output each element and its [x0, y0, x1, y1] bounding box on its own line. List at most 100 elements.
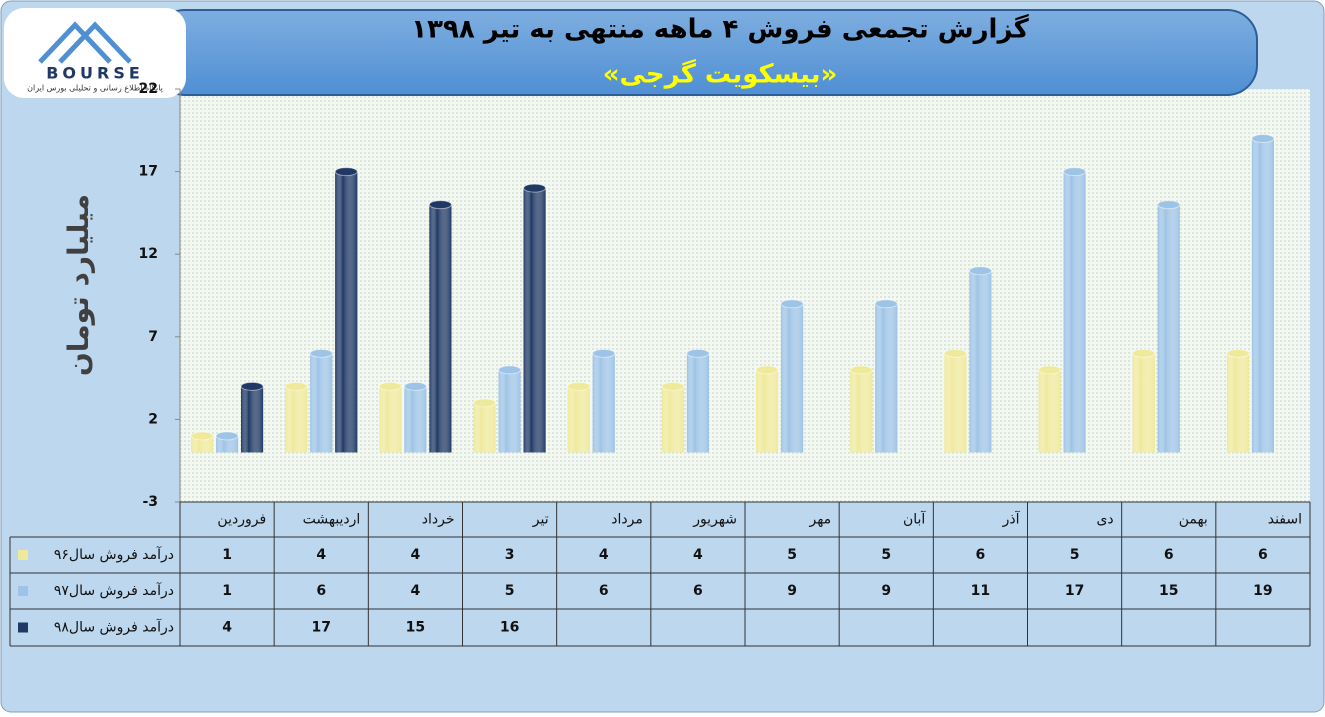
x-tick-label: اردیبهشت: [303, 512, 361, 528]
table-value: 6: [1164, 547, 1174, 563]
bar-shade: [1132, 353, 1155, 453]
table-value: 16: [500, 620, 519, 636]
x-tick-label: فروردین: [217, 512, 266, 528]
bar-shade: [473, 402, 496, 453]
bar-top: [592, 348, 616, 358]
chart-subtitle: «بیسکویت گرجی»: [603, 59, 838, 90]
table-value: 11: [971, 583, 990, 599]
bar-shade: [310, 353, 333, 453]
bar-shade: [498, 369, 521, 453]
x-tick-label: مهر: [808, 512, 831, 528]
bar-top: [378, 381, 402, 391]
bar-shade: [335, 171, 358, 453]
bar-shade: [523, 188, 546, 453]
bar-top: [686, 348, 710, 358]
x-tick-label: آذر: [1002, 511, 1021, 528]
bar-shade: [191, 435, 214, 453]
bar-shade: [661, 386, 684, 453]
table-value: 5: [1070, 547, 1080, 563]
bar-top: [428, 200, 452, 210]
table-value: 17: [1065, 583, 1084, 599]
legend-swatch: [18, 586, 28, 596]
bar-shade: [379, 386, 402, 453]
table-value: 4: [316, 547, 326, 563]
bar-top: [215, 431, 239, 441]
bar-shade: [756, 369, 779, 453]
table-value: 4: [411, 547, 421, 563]
bar-top: [849, 365, 873, 375]
bar-shade: [404, 386, 427, 453]
bar-top: [1063, 167, 1087, 177]
table-value: 5: [881, 547, 891, 563]
bar-top: [567, 381, 591, 391]
bar-top: [334, 167, 358, 177]
logo-name: BOURSE: [46, 64, 144, 83]
bar-top: [1226, 348, 1250, 358]
bar-shade: [969, 270, 992, 453]
table-value: 6: [693, 583, 703, 599]
bar-top: [943, 348, 967, 358]
table-value: 1: [222, 547, 232, 563]
table-bg: [10, 537, 1310, 646]
x-tick-label: دی: [1096, 512, 1113, 528]
y-axis-label: میلیارد تومان: [62, 194, 95, 376]
table-value: 4: [222, 620, 232, 636]
bar-shade: [592, 353, 615, 453]
table-value: 4: [693, 547, 703, 563]
chart-title: گزارش تجمعی فروش ۴ ماهه منتهی به تیر ۱۳۹…: [411, 14, 1029, 45]
legend-label: درآمد فروش سال۹۶: [54, 546, 174, 563]
y-tick-label: 22: [139, 81, 158, 97]
bar-shade: [1063, 171, 1086, 453]
bar-shade: [285, 386, 308, 453]
bar-shade: [1038, 369, 1061, 453]
x-tick-label: آبان: [903, 511, 926, 528]
table-value: 6: [976, 547, 986, 563]
bar-top: [523, 183, 547, 193]
bar-top: [1038, 365, 1062, 375]
table-value: 9: [881, 583, 891, 599]
y-tick-label: 17: [139, 164, 158, 180]
bar-shade: [1226, 353, 1249, 453]
table-value: 1: [222, 583, 232, 599]
y-tick-label: -3: [142, 494, 158, 510]
y-tick-label: 2: [148, 411, 158, 427]
bar-shade: [850, 369, 873, 453]
bar-top: [1157, 200, 1181, 210]
bar-top: [190, 431, 214, 441]
bar-top: [874, 299, 898, 309]
table-value: 5: [505, 583, 515, 599]
table-value: 6: [599, 583, 609, 599]
bar-top: [661, 381, 685, 391]
table-value: 19: [1253, 583, 1272, 599]
bar-shade: [567, 386, 590, 453]
bar-shade: [1157, 204, 1180, 453]
y-tick-label: 7: [148, 329, 158, 345]
bar-top: [498, 365, 522, 375]
x-tick-label: مرداد: [611, 512, 643, 528]
bar-top: [1251, 134, 1275, 144]
table-value: 4: [599, 547, 609, 563]
bar-top: [403, 381, 427, 391]
bar-top: [968, 266, 992, 276]
bar-shade: [241, 386, 264, 453]
table-value: 6: [1258, 547, 1268, 563]
bar-top: [780, 299, 804, 309]
x-tick-label: بهمن: [1179, 512, 1208, 528]
bar-shade: [1251, 138, 1274, 453]
bar-shade: [686, 353, 709, 453]
logo-icon: [38, 21, 132, 64]
table-value: 3: [505, 547, 515, 563]
x-tick-label: خرداد: [422, 512, 455, 528]
x-tick-label: تیر: [532, 512, 549, 528]
bar-shade: [875, 303, 898, 453]
x-tick-label: اسفند: [1268, 512, 1302, 528]
bar-top: [1132, 348, 1156, 358]
bar-top: [240, 381, 264, 391]
table-value: 15: [1159, 583, 1178, 599]
legend-label: درآمد فروش سال۹۷: [54, 582, 174, 599]
bar-shade: [216, 435, 239, 453]
bar-top: [755, 365, 779, 375]
bar-top: [284, 381, 308, 391]
y-tick-label: 12: [139, 246, 158, 262]
